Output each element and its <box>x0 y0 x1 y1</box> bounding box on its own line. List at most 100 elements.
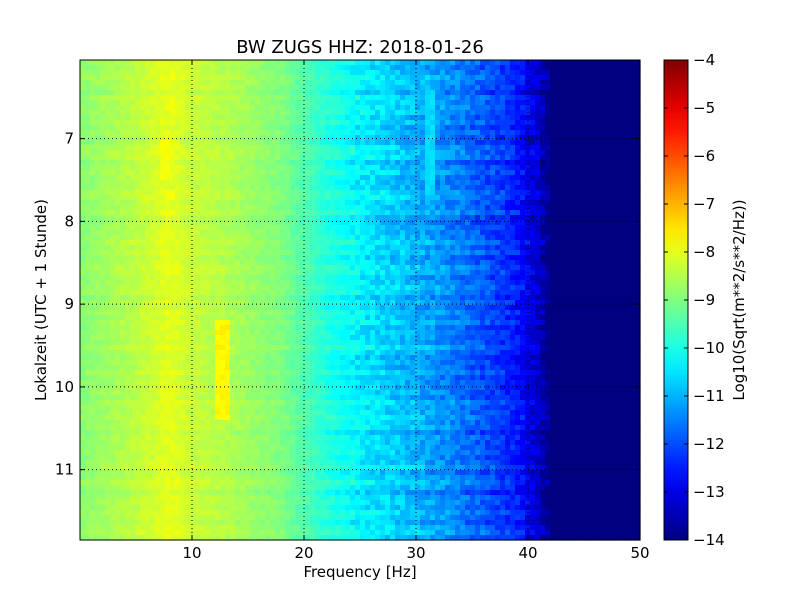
heatmap-cell <box>620 225 626 231</box>
heatmap-cell <box>535 160 541 166</box>
heatmap-cell <box>540 170 546 176</box>
heatmap-cell <box>615 260 621 266</box>
heatmap-cell <box>605 90 611 96</box>
heatmap-cell <box>155 225 161 231</box>
heatmap-cell <box>510 65 516 71</box>
heatmap-cell <box>590 60 596 66</box>
heatmap-cell <box>120 235 126 241</box>
heatmap-cell <box>420 195 426 201</box>
heatmap-cell <box>620 120 626 126</box>
heatmap-cell <box>115 185 121 191</box>
heatmap-cell <box>270 170 276 176</box>
heatmap-cell <box>155 160 161 166</box>
heatmap-cell <box>305 205 311 211</box>
heatmap-cell <box>210 75 216 81</box>
heatmap-cell <box>450 160 456 166</box>
heatmap-cell <box>360 170 366 176</box>
heatmap-cell <box>460 175 466 181</box>
heatmap-cell <box>615 105 621 111</box>
heatmap-cell <box>270 265 276 271</box>
heatmap-cell <box>150 70 156 76</box>
heatmap-cell <box>605 150 611 156</box>
heatmap-cell <box>125 125 131 131</box>
heatmap-cell <box>215 265 221 271</box>
heatmap-cell <box>580 95 586 101</box>
heatmap-cell <box>260 145 266 151</box>
heatmap-cell <box>620 135 626 141</box>
heatmap-cell <box>335 195 341 201</box>
heatmap-cell <box>615 250 621 256</box>
heatmap-cell <box>90 230 96 236</box>
heatmap-cell <box>315 70 321 76</box>
heatmap-cell <box>170 235 176 241</box>
heatmap-cell <box>230 165 236 171</box>
heatmap-cell <box>210 130 216 136</box>
heatmap-cell <box>260 110 266 116</box>
heatmap-cell <box>220 210 226 216</box>
heatmap-cell <box>290 280 296 286</box>
heatmap-cell <box>165 150 171 156</box>
heatmap-cell <box>140 185 146 191</box>
heatmap-cell <box>90 165 96 171</box>
heatmap-cell <box>135 140 141 146</box>
heatmap-cell <box>595 105 601 111</box>
heatmap-cell <box>380 105 386 111</box>
heatmap-cell <box>595 165 601 171</box>
heatmap-cell <box>335 215 341 221</box>
heatmap-cell <box>425 260 431 266</box>
heatmap-cell <box>620 200 626 206</box>
heatmap-cell <box>145 240 151 246</box>
heatmap-cell <box>260 280 266 286</box>
heatmap-cell <box>575 135 581 141</box>
heatmap-cell <box>180 225 186 231</box>
heatmap-cell <box>450 235 456 241</box>
heatmap-cell <box>145 160 151 166</box>
heatmap-cell <box>85 60 91 66</box>
heatmap-cell <box>550 130 556 136</box>
heatmap-cell <box>540 110 546 116</box>
heatmap-cell <box>435 70 441 76</box>
heatmap-cell <box>595 200 601 206</box>
heatmap-cell <box>210 255 216 261</box>
heatmap-cell <box>565 250 571 256</box>
heatmap-cell <box>265 140 271 146</box>
heatmap-cell <box>160 175 166 181</box>
heatmap-cell <box>100 105 106 111</box>
heatmap-cell <box>490 125 496 131</box>
heatmap-cell <box>490 155 496 161</box>
heatmap-cell <box>370 130 376 136</box>
heatmap-cell <box>80 105 86 111</box>
heatmap-cell <box>325 265 331 271</box>
heatmap-cell <box>175 150 181 156</box>
heatmap-cell <box>90 100 96 106</box>
heatmap-cell <box>455 250 461 256</box>
heatmap-cell <box>315 100 321 106</box>
heatmap-cell <box>270 190 276 196</box>
heatmap-cell <box>600 100 606 106</box>
heatmap-cell <box>130 95 136 101</box>
heatmap-cell <box>460 190 466 196</box>
heatmap-cell <box>480 185 486 191</box>
heatmap-cell <box>210 275 216 281</box>
heatmap-cell <box>300 255 306 261</box>
heatmap-cell <box>450 100 456 106</box>
heatmap-cell <box>395 140 401 146</box>
heatmap-cell <box>615 165 621 171</box>
heatmap-cell <box>405 90 411 96</box>
heatmap-cell <box>615 225 621 231</box>
heatmap-cell <box>155 170 161 176</box>
heatmap-cell <box>100 265 106 271</box>
heatmap-cell <box>250 70 256 76</box>
heatmap-cell <box>95 280 101 286</box>
heatmap-cell <box>485 260 491 266</box>
heatmap-cell <box>350 250 356 256</box>
heatmap-cell <box>170 225 176 231</box>
heatmap-cell <box>185 175 191 181</box>
heatmap-cell <box>190 110 196 116</box>
heatmap-cell <box>460 65 466 71</box>
heatmap-cell <box>230 215 236 221</box>
heatmap-cell <box>120 120 126 126</box>
heatmap-cell <box>325 250 331 256</box>
heatmap-cell <box>620 80 626 86</box>
heatmap-cell <box>585 215 591 221</box>
